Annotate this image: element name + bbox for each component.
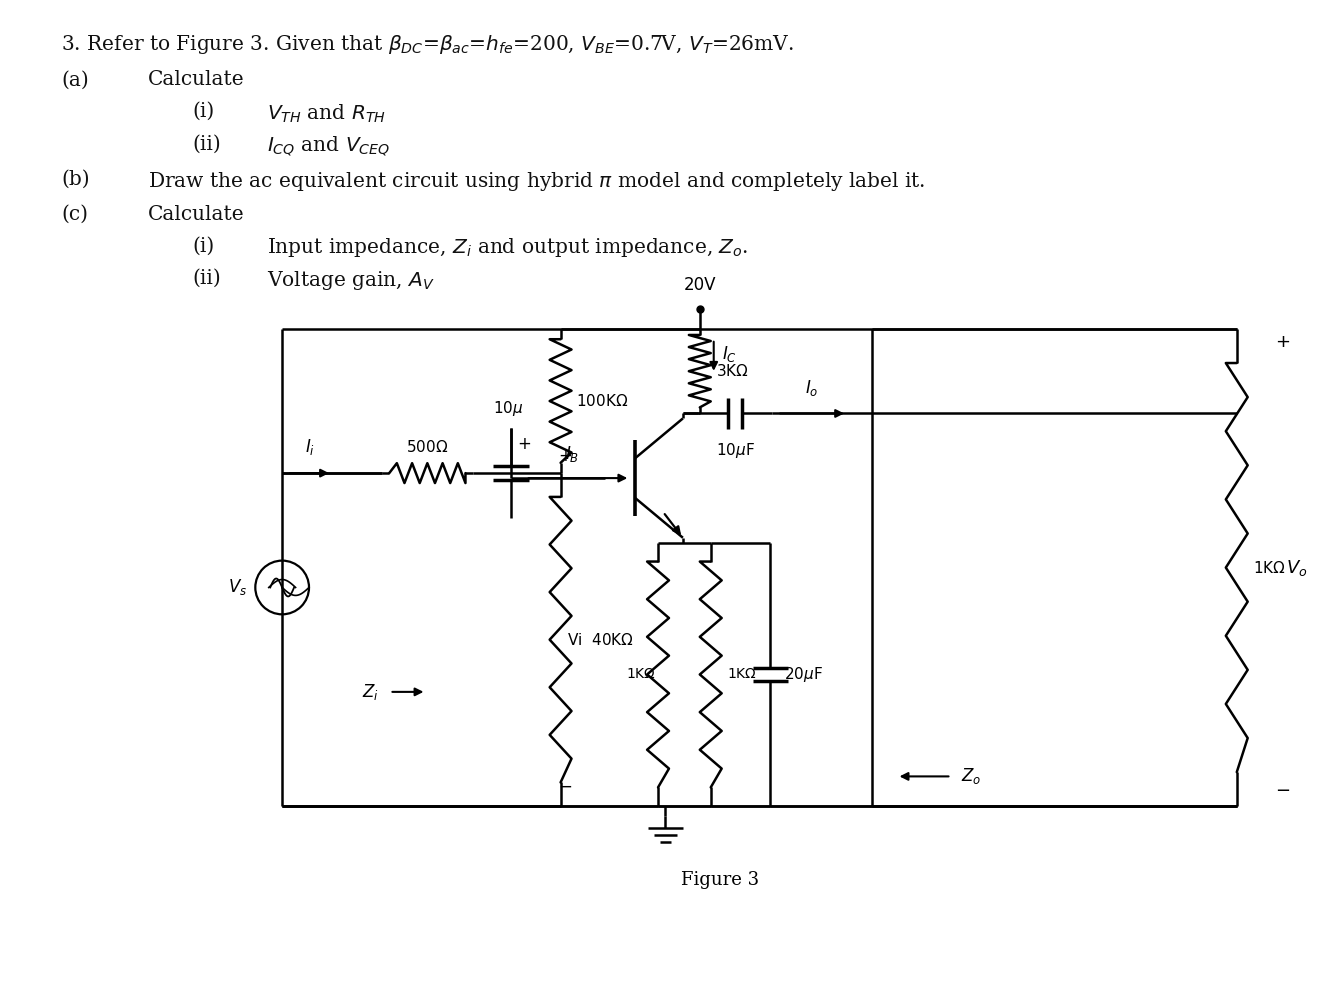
Text: (ii): (ii) xyxy=(193,270,222,288)
Text: (i): (i) xyxy=(193,102,215,122)
Text: 1K$\Omega$: 1K$\Omega$ xyxy=(727,668,756,682)
Text: $V_o$: $V_o$ xyxy=(1286,557,1308,578)
Text: 1K$\Omega$: 1K$\Omega$ xyxy=(626,668,657,682)
Text: $I_i$: $I_i$ xyxy=(304,438,315,457)
Text: Draw the ac equivalent circuit using hybrid $\pi$ model and completely label it.: Draw the ac equivalent circuit using hyb… xyxy=(148,170,925,193)
Text: $V_{TH}$ and $R_{TH}$: $V_{TH}$ and $R_{TH}$ xyxy=(267,102,387,124)
Text: (b): (b) xyxy=(61,170,90,189)
Text: Figure 3: Figure 3 xyxy=(680,870,759,889)
Text: (a): (a) xyxy=(61,70,89,89)
Text: Calculate: Calculate xyxy=(148,205,245,223)
Text: +: + xyxy=(1275,333,1290,351)
Text: Calculate: Calculate xyxy=(148,70,245,89)
Text: $I_{CQ}$ and $V_{CEQ}$: $I_{CQ}$ and $V_{CEQ}$ xyxy=(267,135,391,158)
Text: $Z_i$: $Z_i$ xyxy=(361,682,379,701)
Text: +: + xyxy=(517,436,530,453)
Text: $I_o$: $I_o$ xyxy=(805,377,819,397)
Text: Vi  40K$\Omega$: Vi 40K$\Omega$ xyxy=(566,631,634,648)
Text: $I_B$: $I_B$ xyxy=(565,445,579,464)
Text: 10$\mu$F: 10$\mu$F xyxy=(715,442,755,460)
Text: Voltage gain, $A_V$: Voltage gain, $A_V$ xyxy=(267,270,435,292)
Text: $I_C$: $I_C$ xyxy=(722,344,736,364)
Text: 10$\mu$: 10$\mu$ xyxy=(493,399,524,419)
Text: (c): (c) xyxy=(61,205,89,223)
Text: 3. Refer to Figure 3. Given that $\beta_{DC}$=$\beta_{ac}$=$h_{fe}$=200, $V_{BE}: 3. Refer to Figure 3. Given that $\beta_… xyxy=(61,33,795,55)
Text: 20$\mu$F: 20$\mu$F xyxy=(784,665,823,684)
Text: $-$: $-$ xyxy=(1275,781,1290,798)
Text: 20V: 20V xyxy=(683,276,716,294)
Text: Input impedance, $Z_i$ and output impedance, $Z_o$.: Input impedance, $Z_i$ and output impeda… xyxy=(267,236,748,260)
Text: $-$: $-$ xyxy=(558,777,573,794)
Text: 100K$\Omega$: 100K$\Omega$ xyxy=(577,393,629,409)
Text: $Z_o$: $Z_o$ xyxy=(961,767,982,786)
Text: (i): (i) xyxy=(193,236,215,256)
Text: 3K$\Omega$: 3K$\Omega$ xyxy=(716,364,748,379)
Text: +: + xyxy=(558,448,573,465)
Text: 500$\Omega$: 500$\Omega$ xyxy=(407,440,448,455)
Text: 1K$\Omega$: 1K$\Omega$ xyxy=(1253,559,1285,576)
Text: $V_s$: $V_s$ xyxy=(229,577,247,598)
Text: (ii): (ii) xyxy=(193,135,222,154)
